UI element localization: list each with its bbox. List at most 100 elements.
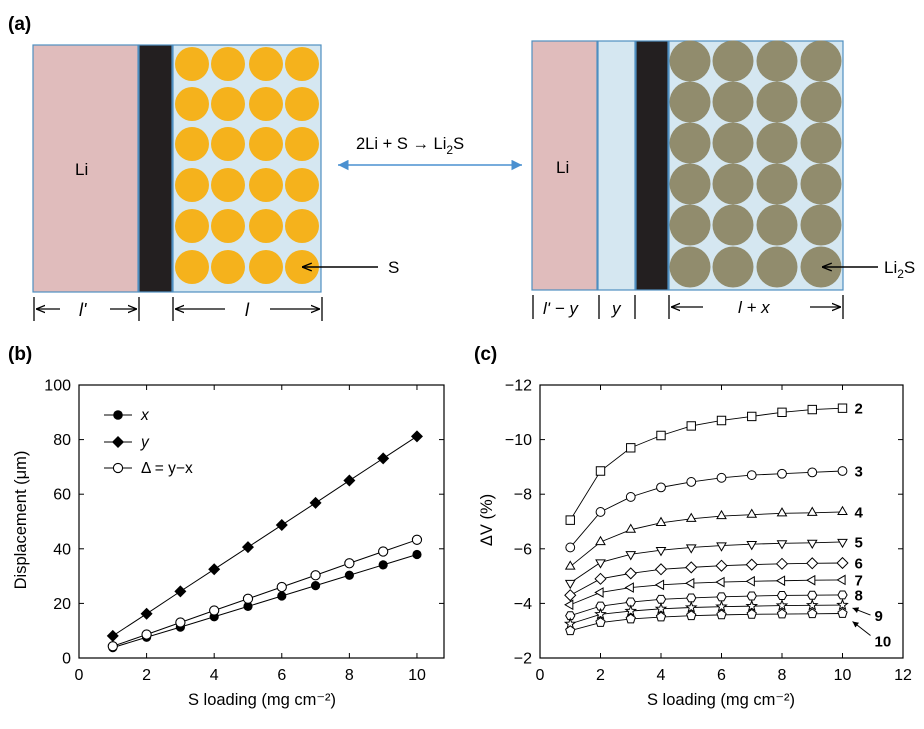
data-point-9 [836,598,849,611]
legend-marker-delta [112,462,124,474]
data-point-9 [715,600,728,613]
data-point-10 [837,608,848,618]
data-point-8 [807,590,818,600]
data-point-4 [716,509,727,520]
li-label-right: Li [556,158,569,177]
data-point-5 [655,547,667,557]
b-x-tick-label: 8 [345,667,354,684]
sulfur-particle [285,127,319,161]
data-point-5 [746,541,758,551]
c-x-tick-label: 8 [778,667,787,684]
sulfur-particle [249,47,283,81]
c-y-tick-label: −6 [514,541,532,558]
li2s-particle [800,81,842,123]
data-point-8 [565,611,576,621]
s-label: S [388,258,399,277]
data-point-2 [686,421,696,431]
c-x-tick-label: 2 [596,667,605,684]
series-line-open-circle [112,539,418,647]
data-point-9 [775,598,789,611]
data-point-6 [624,567,637,580]
data-point-8 [716,592,727,602]
b-y-tick-label: 80 [53,432,71,449]
li-label-left: Li [75,160,88,179]
data-point-3 [686,477,697,487]
b-x-tick-label: 0 [75,667,84,684]
data-point-5 [837,538,848,549]
series-label-3: 3 [855,463,863,480]
sulfur-particle [211,168,245,202]
c-y-tick-label: −10 [505,432,532,449]
li2s-particle [756,81,798,123]
li2s-particle [669,204,711,246]
b-x-tick-label: 4 [210,667,219,684]
data-point-2 [747,411,757,422]
data-point-7 [594,587,604,598]
c-y-tick-label: −12 [505,378,532,395]
data-point-8 [625,597,636,607]
data-point-10 [565,625,576,636]
data-point-4 [685,512,697,522]
separator-right [635,40,669,291]
legend-marker-x [113,410,123,420]
li2s-particle [756,40,798,82]
data-point-delta [242,593,254,604]
data-point-x [344,570,354,580]
data-point-y [343,474,356,487]
data-point-x [378,560,388,570]
li2s-particle [800,40,842,82]
data-point-3 [625,492,636,502]
sulfur-particle [175,47,209,81]
data-point-delta [209,605,220,616]
data-point-9 [654,602,668,615]
series-label-6: 6 [855,555,863,572]
sulfur-particle [175,87,209,121]
sulfur-particle [175,250,209,284]
li2s-particle [712,246,754,288]
sulfur-particle [175,209,209,243]
sulfur-particle [211,250,245,284]
data-point-10 [655,611,667,622]
sulfur-particle [249,127,283,161]
c-y-tick-label: −2 [514,651,532,668]
series-line-8 [570,594,843,617]
c-x-tick-label: 0 [536,667,545,684]
data-point-6 [685,561,698,574]
sulfur-particle [249,168,283,202]
data-point-6 [564,589,577,602]
data-point-y [377,452,390,465]
li2s-particle [669,163,711,205]
sulfur-particle [285,168,319,202]
data-point-4 [746,508,758,518]
series-line-filled-circle [112,554,418,649]
data-point-3 [716,472,727,483]
data-point-y [208,563,221,576]
data-point-7 [806,574,816,586]
data-point-x [412,549,422,560]
reaction: 2Li + S → Li2S [338,135,522,171]
data-point-6 [775,557,789,570]
data-point-5 [685,544,697,554]
li2s-particle [712,40,754,82]
data-point-5 [625,551,637,561]
data-point-2 [565,515,575,525]
series-line-7 [570,579,843,606]
data-point-5 [564,579,576,590]
li2s-particle [669,122,711,164]
lithium-anode-left [32,44,139,293]
data-point-delta [378,546,389,557]
b-x-tick-label: 6 [277,667,286,684]
b-x-tick-label: 10 [408,667,426,684]
data-point-10 [807,608,818,619]
li2s-particle [669,246,711,288]
li2s-particle [712,81,754,123]
b-x-tick-label: 2 [142,667,151,684]
dim-l: l [245,300,250,320]
li2s-particle [756,246,798,288]
data-point-7 [564,599,574,611]
data-point-6 [745,558,758,571]
series-line-5 [569,541,843,584]
